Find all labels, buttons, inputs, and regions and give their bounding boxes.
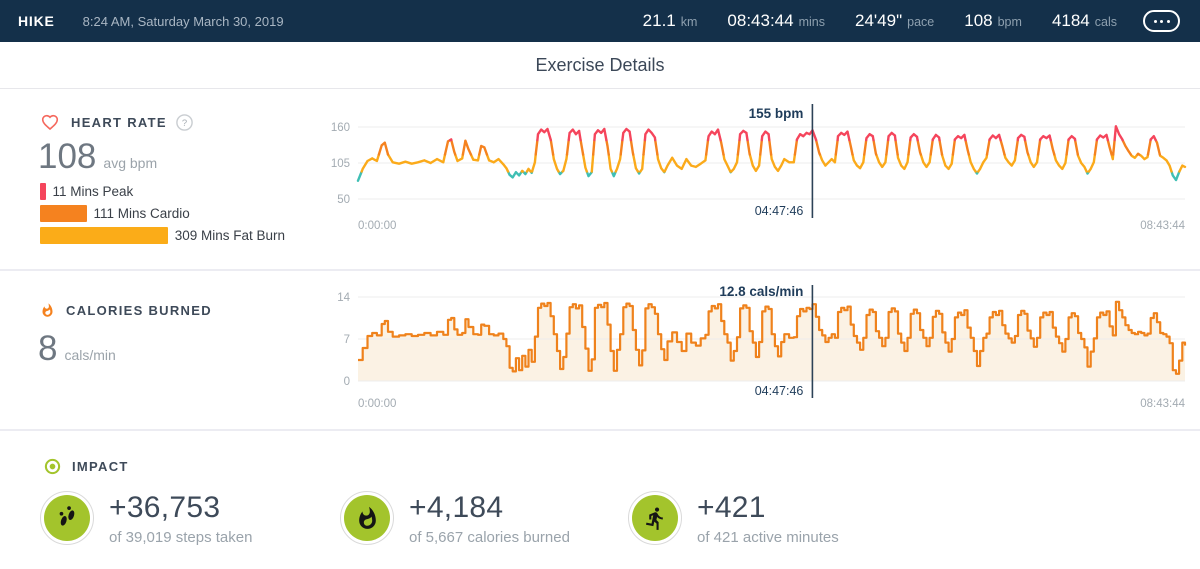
- calories-chart[interactable]: 14 7 0 0:00:00 08:43:44 12.8 cals/min 04:47:46: [0, 271, 1200, 429]
- calories-section: 14 7 0 0:00:00 08:43:44 12.8 cals/min 04:47:46…: [0, 271, 1200, 431]
- steps-added-value: +36,753: [109, 491, 221, 524]
- heart-rate-header: HEART RATE ?: [40, 113, 193, 132]
- svg-text:08:43:44: 08:43:44: [1140, 220, 1185, 232]
- stat-heart-rate: 108 bpm: [964, 11, 1022, 30]
- calories-added-value: +4,184: [409, 491, 504, 524]
- svg-text:04:47:46: 04:47:46: [755, 204, 804, 218]
- svg-text:0: 0: [344, 376, 350, 388]
- svg-text:0:00:00: 0:00:00: [358, 220, 396, 232]
- stat-distance: 21.1 km: [642, 11, 698, 30]
- bullseye-icon: [44, 458, 61, 475]
- calories-average: 8 cals/min: [38, 329, 116, 369]
- impact-label: IMPACT: [72, 459, 129, 474]
- stat-pace: 24'49" pace: [855, 11, 935, 30]
- zone-cardio-bar: [40, 205, 87, 222]
- impact-active-minutes: +421 of 421 active minutes: [628, 491, 839, 546]
- activity-topbar: HIKE 8:24 AM, Saturday March 30, 2019 21…: [0, 0, 1200, 42]
- activity-stats: 21.1 km 08:43:44 mins 24'49" pace 108 bpm 41…: [643, 11, 1117, 31]
- avg-bpm-value: 108: [38, 137, 97, 176]
- runner-icon: [645, 507, 663, 530]
- minutes-added-value: +421: [697, 491, 766, 524]
- svg-text:155 bpm: 155 bpm: [749, 106, 804, 121]
- heart-rate-chart[interactable]: 160 105 50 0:00:00 08:43:44 155 bpm 04:47:46: [0, 89, 1200, 269]
- svg-text:04:47:46: 04:47:46: [755, 384, 804, 398]
- page-title: Exercise Details: [0, 42, 1200, 89]
- flame-icon: [42, 303, 53, 317]
- activity-type-label: HIKE: [18, 13, 55, 29]
- svg-text:7: 7: [344, 334, 350, 346]
- avg-cals-unit: cals/min: [64, 347, 116, 363]
- calories-label: CALORIES BURNED: [66, 303, 212, 318]
- calories-caption: of 5,667 calories burned: [409, 529, 570, 546]
- more-options-button[interactable]: [1143, 10, 1180, 32]
- zone-cardio: 111 Mins Cardio: [40, 205, 285, 222]
- svg-text:160: 160: [331, 122, 350, 134]
- impact-header: IMPACT: [44, 458, 129, 475]
- zone-fat-burn-bar: [40, 227, 168, 244]
- ellipsis-icon: [1153, 19, 1157, 23]
- minutes-caption: of 421 active minutes: [697, 529, 839, 546]
- footsteps-icon: [59, 506, 75, 526]
- svg-text:50: 50: [337, 194, 350, 206]
- calories-header: CALORIES BURNED: [40, 302, 212, 319]
- activity-date-label: 8:24 AM, Saturday March 30, 2019: [82, 13, 284, 29]
- impact-steps: +36,753 of 39,019 steps taken: [40, 491, 252, 546]
- impact-calories: +4,184 of 5,667 calories burned: [340, 491, 570, 546]
- heart-icon: [41, 114, 59, 131]
- avg-cals-value: 8: [38, 329, 58, 368]
- stat-duration: 08:43:44 mins: [727, 11, 826, 30]
- svg-text:08:43:44: 08:43:44: [1140, 398, 1185, 410]
- svg-text:?: ?: [182, 118, 187, 129]
- svg-text:12.8 cals/min: 12.8 cals/min: [719, 284, 803, 299]
- steps-caption: of 39,019 steps taken: [109, 529, 253, 546]
- flame-icon: [358, 506, 376, 529]
- help-icon[interactable]: ?: [176, 114, 193, 131]
- svg-text:105: 105: [331, 158, 350, 170]
- svg-text:14: 14: [337, 292, 350, 304]
- zone-fat-burn: 309 Mins Fat Burn: [40, 227, 285, 244]
- zone-peak: 11 Mins Peak: [40, 183, 285, 200]
- heart-rate-label: HEART RATE: [71, 115, 167, 130]
- heart-rate-section: 160 105 50 0:00:00 08:43:44 155 bpm 04:47:46 H…: [0, 89, 1200, 271]
- impact-section: IMPACT +36,753 of 39,019 steps taken: [0, 431, 1200, 569]
- zone-peak-bar: [40, 183, 46, 200]
- avg-bpm-unit: avg bpm: [103, 155, 158, 171]
- svg-text:0:00:00: 0:00:00: [358, 398, 396, 410]
- heart-rate-zones: 11 Mins Peak 111 Mins Cardio 309 Mins Fa…: [40, 183, 285, 249]
- stat-calories: 4184 cals: [1051, 11, 1117, 30]
- heart-rate-average: 108 avg bpm: [38, 137, 157, 177]
